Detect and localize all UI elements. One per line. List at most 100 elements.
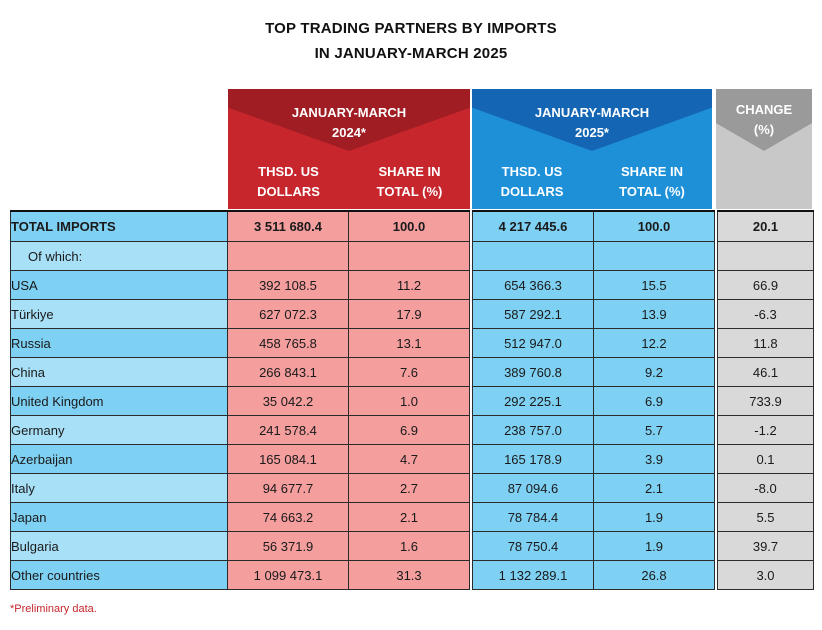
cell-change: 3.0 xyxy=(717,560,814,590)
cell-share-2024: 100.0 xyxy=(348,210,470,242)
cell-usd-2025: 389 760.8 xyxy=(472,357,594,387)
cell-share-2024: 31.3 xyxy=(348,560,470,590)
table-row: Türkiye 627 072.3 17.9 587 292.1 13.9 -6.3 xyxy=(10,299,814,329)
row-label: Bulgaria xyxy=(10,531,228,561)
cell-usd-2025: 165 178.9 xyxy=(472,444,594,474)
cell-change: -6.3 xyxy=(717,299,814,329)
cell-empty xyxy=(593,241,715,271)
cell-usd-2024: 241 578.4 xyxy=(227,415,349,445)
cell-usd-2024: 74 663.2 xyxy=(227,502,349,532)
cell-usd-2024: 266 843.1 xyxy=(227,357,349,387)
cell-empty xyxy=(717,241,814,271)
row-label: Other countries xyxy=(10,560,228,590)
cell-share-2025: 3.9 xyxy=(593,444,715,474)
cell-change: 39.7 xyxy=(717,531,814,561)
cell-share-2025: 6.9 xyxy=(593,386,715,416)
cell-usd-2025: 292 225.1 xyxy=(472,386,594,416)
row-label: Azerbaijan xyxy=(10,444,228,474)
header-2025-period: JANUARY-MARCH 2025* xyxy=(472,103,712,143)
header-change: CHANGE (%) xyxy=(716,89,812,209)
row-label: Germany xyxy=(10,415,228,445)
cell-share-2025: 13.9 xyxy=(593,299,715,329)
cell-usd-2025: 512 947.0 xyxy=(472,328,594,358)
cell-change: 66.9 xyxy=(717,270,814,300)
table-row: USA 392 108.5 11.2 654 366.3 15.5 66.9 xyxy=(10,270,814,300)
header-2024-share: SHARE IN TOTAL (%) xyxy=(349,162,470,202)
cell-change: 46.1 xyxy=(717,357,814,387)
header-2024-share-line-1: SHARE IN xyxy=(378,164,441,179)
header-2024-period-line-2: 2024* xyxy=(332,125,366,140)
cell-change: 11.8 xyxy=(717,328,814,358)
cell-usd-2024: 1 099 473.1 xyxy=(227,560,349,590)
cell-share-2024: 2.7 xyxy=(348,473,470,503)
cell-share-2024: 17.9 xyxy=(348,299,470,329)
header-2024-usd-line-1: THSD. US xyxy=(258,164,319,179)
cell-usd-2024: 3 511 680.4 xyxy=(227,210,349,242)
cell-usd-2025: 654 366.3 xyxy=(472,270,594,300)
cell-share-2025: 100.0 xyxy=(593,210,715,242)
cell-change: 20.1 xyxy=(717,210,814,242)
header-2025-share-line-1: SHARE IN xyxy=(620,164,684,179)
header-change-label: CHANGE (%) xyxy=(716,100,812,140)
imports-table: TOTAL IMPORTS 3 511 680.4 100.0 4 217 44… xyxy=(10,210,814,590)
row-label: Of which: xyxy=(10,241,228,271)
header-2025-usd: THSD. US DOLLARS xyxy=(472,162,592,202)
table-row-subheader: Of which: xyxy=(10,241,814,271)
cell-share-2024: 1.6 xyxy=(348,531,470,561)
cell-usd-2024: 627 072.3 xyxy=(227,299,349,329)
header-2025-usd-line-1: THSD. US xyxy=(501,164,563,179)
header-2024: JANUARY-MARCH 2024* THSD. US DOLLARS SHA… xyxy=(228,89,470,209)
cell-usd-2025: 238 757.0 xyxy=(472,415,594,445)
cell-share-2025: 12.2 xyxy=(593,328,715,358)
row-label: Türkiye xyxy=(10,299,228,329)
table-row: Azerbaijan 165 084.1 4.7 165 178.9 3.9 0.1 xyxy=(10,444,814,474)
table-row: Russia 458 765.8 13.1 512 947.0 12.2 11.8 xyxy=(10,328,814,358)
table-row: Other countries 1 099 473.1 31.3 1 132 289.… xyxy=(10,560,814,590)
cell-share-2025: 2.1 xyxy=(593,473,715,503)
header-2025: JANUARY-MARCH 2025* THSD. US DOLLARS SHA… xyxy=(472,89,712,209)
row-label: USA xyxy=(10,270,228,300)
header-2024-usd-line-2: DOLLARS xyxy=(257,184,320,199)
table-row: United Kingdom 35 042.2 1.0 292 225.1 6.9 733… xyxy=(10,386,814,416)
cell-usd-2024: 458 765.8 xyxy=(227,328,349,358)
cell-share-2024: 1.0 xyxy=(348,386,470,416)
cell-usd-2024: 35 042.2 xyxy=(227,386,349,416)
cell-share-2025: 1.9 xyxy=(593,531,715,561)
row-label: Italy xyxy=(10,473,228,503)
cell-usd-2024: 56 371.9 xyxy=(227,531,349,561)
cell-change: 0.1 xyxy=(717,444,814,474)
cell-share-2024: 11.2 xyxy=(348,270,470,300)
table-row-total: TOTAL IMPORTS 3 511 680.4 100.0 4 217 44… xyxy=(10,210,814,242)
header-2025-period-line-2: 2025* xyxy=(575,125,609,140)
cell-share-2024: 2.1 xyxy=(348,502,470,532)
table-row: Germany 241 578.4 6.9 238 757.0 5.7 -1.2 xyxy=(10,415,814,445)
header-2024-usd: THSD. US DOLLARS xyxy=(228,162,349,202)
cell-usd-2025: 78 750.4 xyxy=(472,531,594,561)
cell-change: 5.5 xyxy=(717,502,814,532)
cell-share-2025: 1.9 xyxy=(593,502,715,532)
header-change-line-1: CHANGE xyxy=(735,102,793,117)
row-label: TOTAL IMPORTS xyxy=(10,210,228,242)
table-row: Bulgaria 56 371.9 1.6 78 750.4 1.9 39.7 xyxy=(10,531,814,561)
header-2025-period-line-1: JANUARY-MARCH xyxy=(534,105,650,120)
cell-empty xyxy=(472,241,594,271)
cell-share-2025: 5.7 xyxy=(593,415,715,445)
cell-share-2025: 26.8 xyxy=(593,560,715,590)
cell-usd-2024: 165 084.1 xyxy=(227,444,349,474)
cell-share-2025: 9.2 xyxy=(593,357,715,387)
cell-usd-2025: 587 292.1 xyxy=(472,299,594,329)
cell-usd-2024: 94 677.7 xyxy=(227,473,349,503)
cell-empty xyxy=(227,241,349,271)
cell-share-2024: 4.7 xyxy=(348,444,470,474)
cell-change: 733.9 xyxy=(717,386,814,416)
header-2025-usd-line-2: DOLLARS xyxy=(500,184,564,199)
cell-usd-2025: 4 217 445.6 xyxy=(472,210,594,242)
cell-usd-2024: 392 108.5 xyxy=(227,270,349,300)
footnote: *Preliminary data. xyxy=(10,603,97,615)
cell-change: -1.2 xyxy=(717,415,814,445)
cell-usd-2025: 78 784.4 xyxy=(472,502,594,532)
header-2024-period-line-1: JANUARY-MARCH xyxy=(291,105,407,120)
row-label: United Kingdom xyxy=(10,386,228,416)
cell-empty xyxy=(348,241,470,271)
header-2025-share-line-2: TOTAL (%) xyxy=(619,184,685,199)
